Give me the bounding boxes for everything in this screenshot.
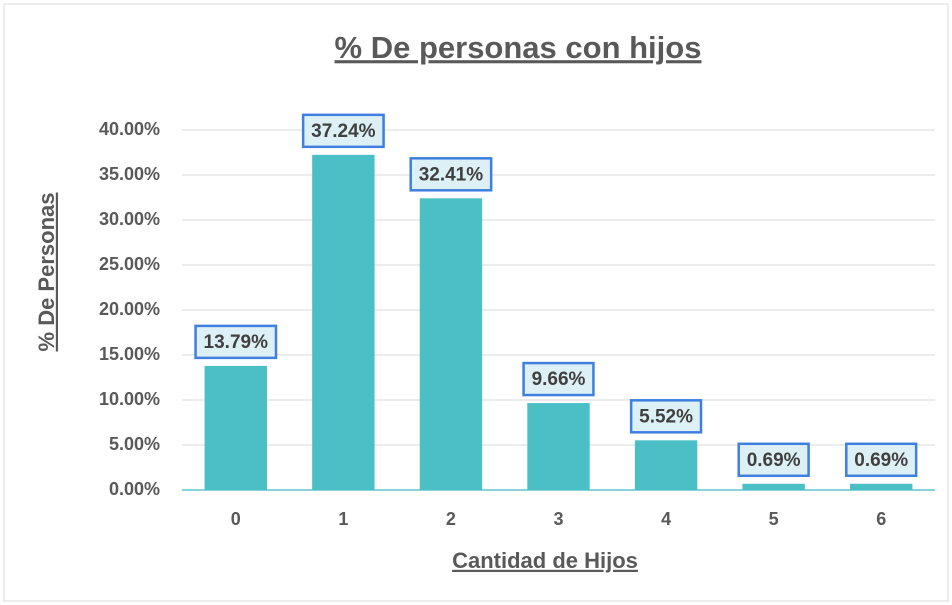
chart-title: % De personas con hijos xyxy=(335,30,702,65)
value-label-box xyxy=(522,361,595,397)
y-tick-label: 20.00% xyxy=(99,299,160,319)
value-label-box xyxy=(194,324,278,360)
value-label-box xyxy=(301,113,385,149)
value-label: 5.52% xyxy=(639,406,693,427)
x-tick-label: 1 xyxy=(338,509,348,529)
x-tick-label: 0 xyxy=(231,509,241,529)
bar xyxy=(742,483,805,490)
value-label-box xyxy=(737,442,810,478)
bar xyxy=(312,154,375,490)
y-tick-label: 25.00% xyxy=(99,254,160,274)
y-tick-label: 0.00% xyxy=(109,479,160,499)
y-axis-label: % De Personas xyxy=(34,193,59,352)
value-label: 13.79% xyxy=(204,332,269,353)
bar xyxy=(527,403,590,490)
x-tick-label: 2 xyxy=(446,509,456,529)
y-tick-label: 40.00% xyxy=(99,119,160,139)
bar xyxy=(419,198,483,490)
x-axis-label: Cantidad de Hijos xyxy=(452,548,638,573)
bar xyxy=(634,440,698,490)
x-tick-label: 3 xyxy=(553,509,563,529)
y-tick-label: 35.00% xyxy=(99,164,160,184)
x-tick-label: 4 xyxy=(661,509,671,529)
value-label: 37.24% xyxy=(311,121,376,142)
value-label-box xyxy=(845,442,918,478)
y-tick-label: 10.00% xyxy=(99,389,160,409)
y-tick-label: 30.00% xyxy=(99,209,160,229)
y-tick-label: 15.00% xyxy=(99,344,160,364)
x-tick-label: 6 xyxy=(876,509,886,529)
value-label-box xyxy=(409,157,493,192)
y-tick-label: 5.00% xyxy=(109,434,160,454)
value-label: 0.69% xyxy=(854,450,908,471)
value-label: 9.66% xyxy=(532,369,586,390)
bar xyxy=(850,483,913,490)
value-label: 0.69% xyxy=(747,450,801,471)
value-label: 32.41% xyxy=(419,164,484,185)
value-label-box xyxy=(629,399,703,434)
bar xyxy=(204,365,267,490)
x-tick-label: 5 xyxy=(769,509,779,529)
